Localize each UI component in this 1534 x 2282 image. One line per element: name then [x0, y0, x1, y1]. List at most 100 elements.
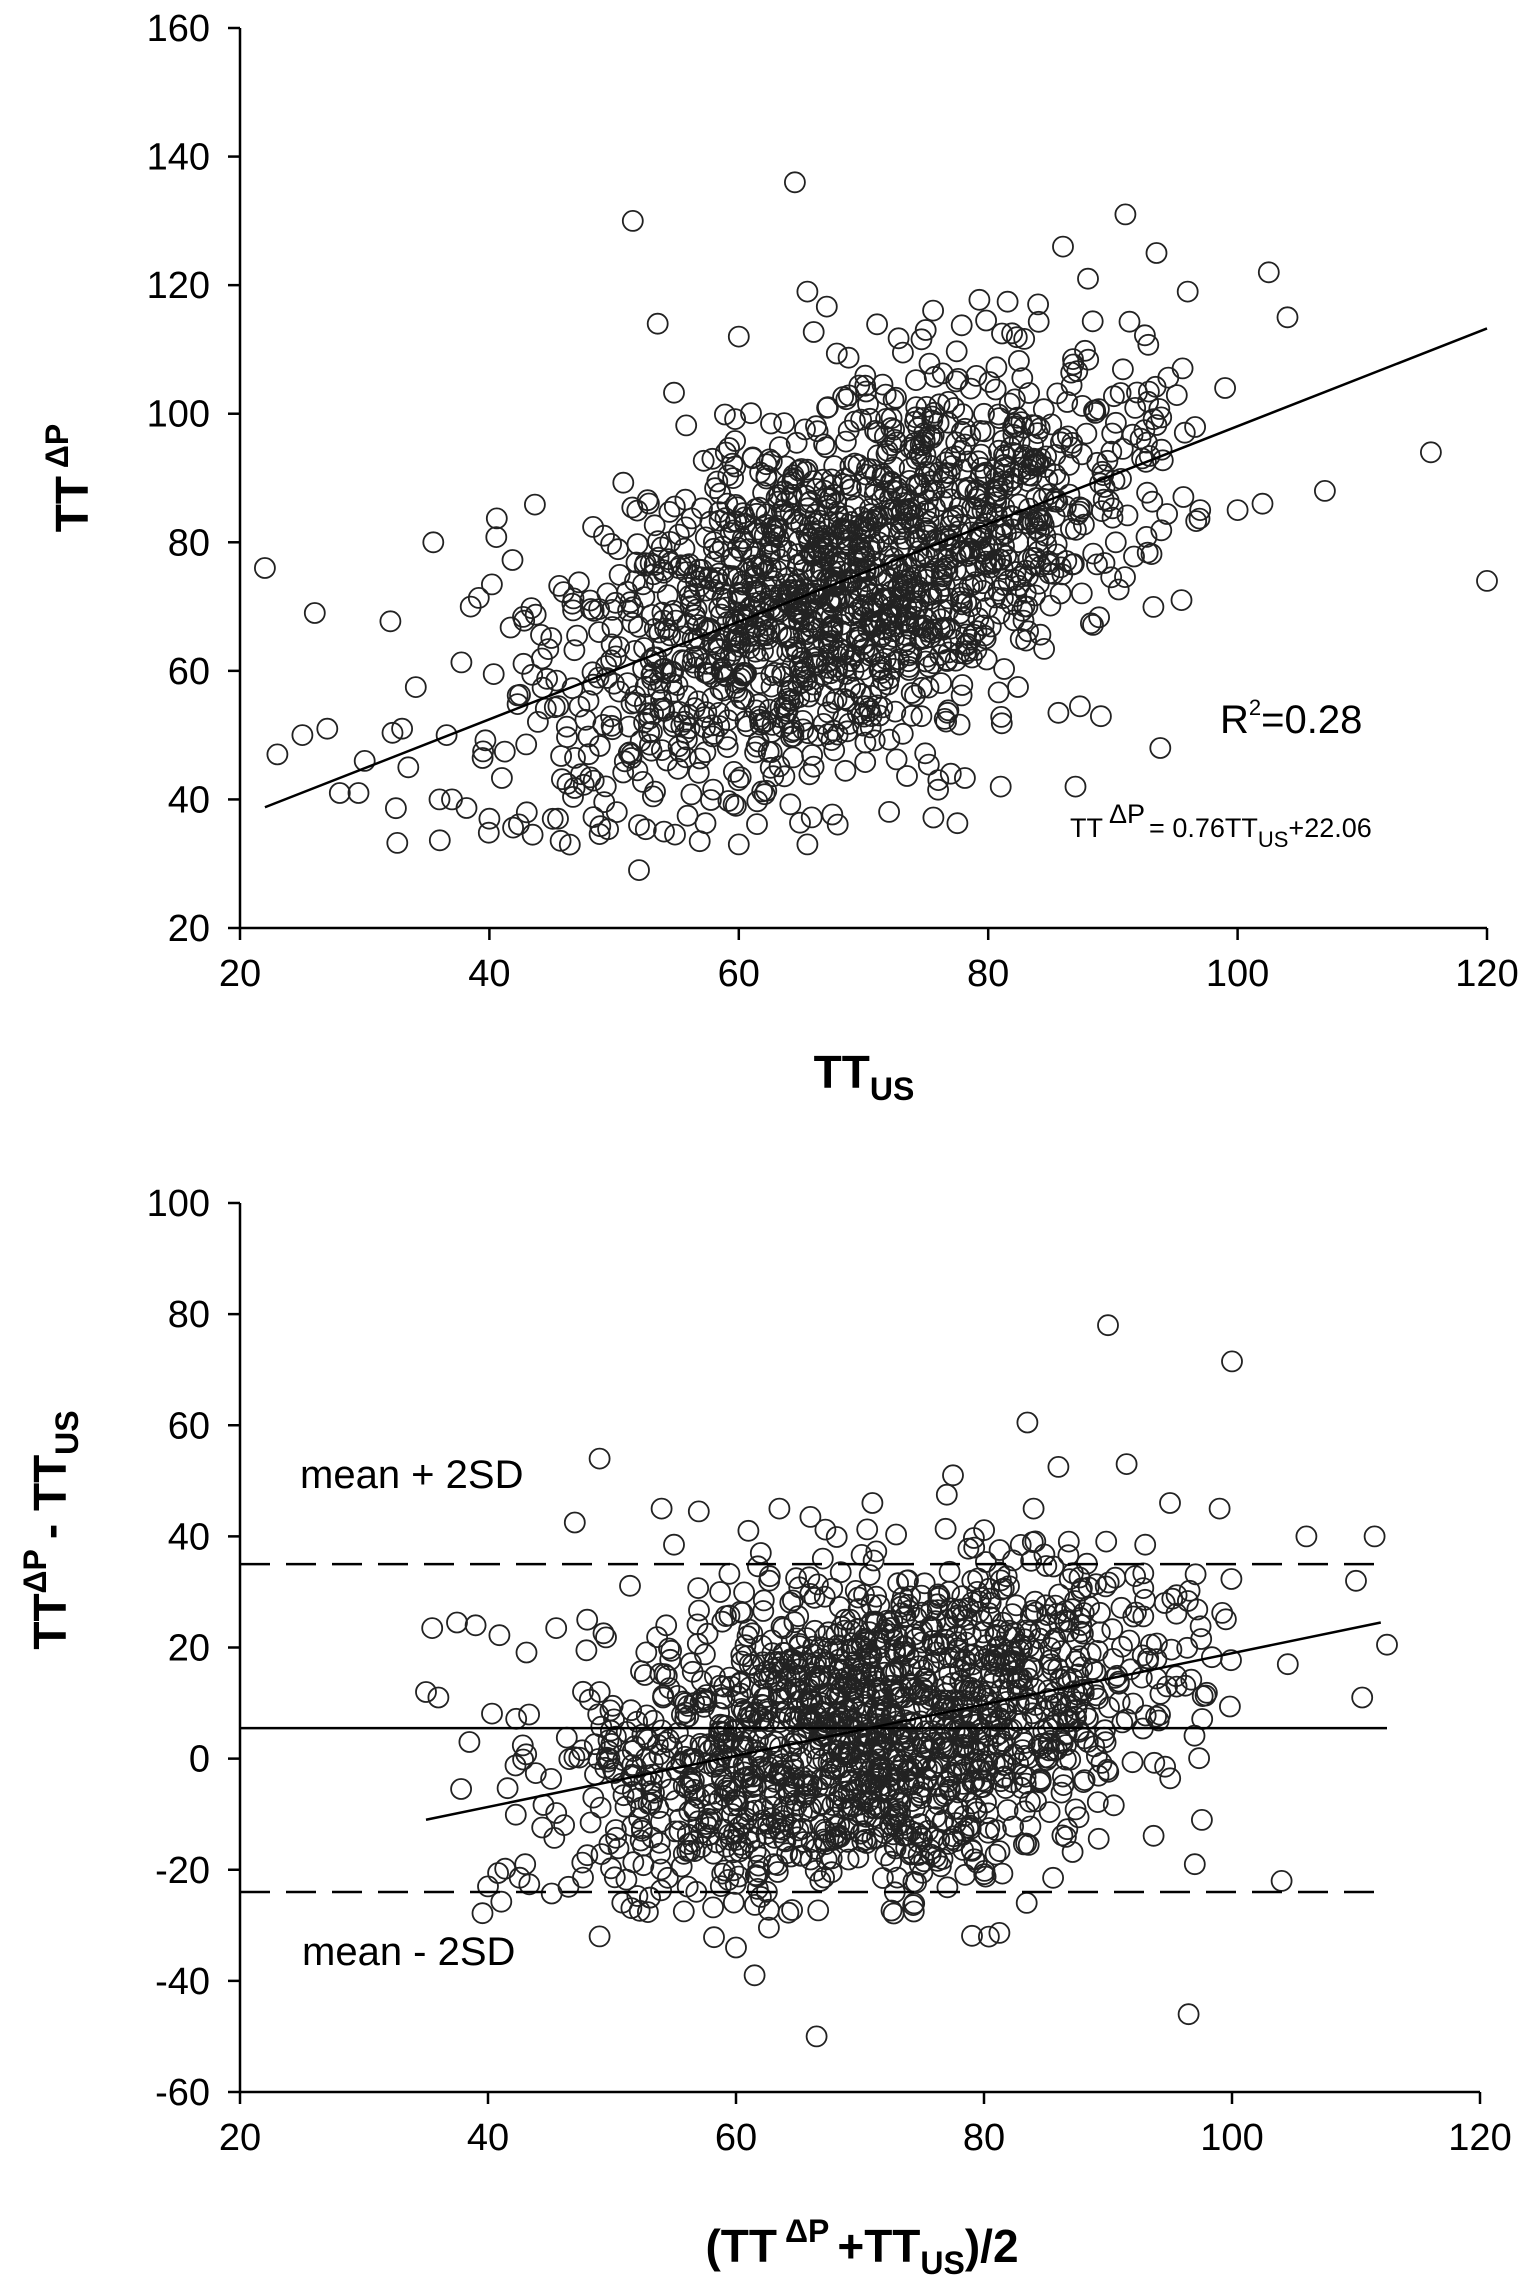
top-data-point	[632, 573, 654, 596]
top-data-point	[880, 502, 903, 524]
bottom-data-point	[701, 1808, 723, 1831]
top-data-point	[945, 340, 968, 363]
top-data-point	[905, 369, 927, 392]
top-data-point	[946, 812, 969, 835]
top-y-tick-label: 160	[147, 8, 210, 50]
bottom-data-point	[1184, 1563, 1207, 1586]
bottom-data-point	[872, 1816, 894, 1838]
top-data-point	[965, 555, 987, 578]
top-data-point	[833, 688, 856, 710]
bottom-data-point	[880, 1850, 903, 1873]
top-data-point	[789, 811, 811, 834]
bottom-data-point	[471, 1902, 494, 1925]
top-data-point	[641, 720, 663, 743]
bottom-data-point	[752, 1600, 775, 1622]
bottom-data-point	[988, 1539, 1011, 1561]
bottom-data-point	[759, 1817, 781, 1839]
bottom-data-point	[646, 1626, 668, 1648]
bottom-data-point	[531, 1816, 554, 1839]
bottom-data-point	[992, 1754, 1015, 1776]
top-data-point	[717, 464, 740, 487]
bottom-data-point	[953, 1680, 976, 1702]
bottom-data-point	[963, 1527, 985, 1549]
bottom-data-point	[579, 1811, 602, 1834]
top-data-point	[291, 724, 314, 746]
top-data-point	[973, 543, 995, 565]
bottom-data-point	[725, 1829, 748, 1851]
top-data-point	[1048, 468, 1070, 491]
top-data-point	[905, 598, 928, 621]
bottom-data-point	[950, 1598, 972, 1621]
top-data-point	[768, 755, 791, 778]
top-data-point	[910, 705, 933, 728]
bottom-data-point	[791, 1817, 814, 1840]
top-data-point	[904, 684, 926, 707]
bottom-data-point	[813, 1866, 835, 1889]
bottom-data-point	[732, 1767, 755, 1790]
bottom-data-point	[687, 1577, 710, 1599]
bottom-data-point	[1086, 1745, 1108, 1767]
top-data-point	[1148, 398, 1171, 420]
bottom-data-point	[904, 1623, 926, 1646]
bottom-data-point	[749, 1745, 772, 1768]
top-data-point	[1184, 416, 1206, 438]
top-data-point	[524, 603, 547, 626]
bottom-data-point	[886, 1800, 909, 1822]
top-data-point	[570, 763, 592, 786]
top-data-point	[435, 724, 458, 746]
top-data-point	[676, 576, 699, 599]
bottom-data-point	[988, 1922, 1011, 1944]
top-data-point	[515, 801, 538, 824]
top-data-point	[914, 319, 937, 341]
bottom-data-point	[1065, 1650, 1087, 1673]
bottom-data-point	[1188, 1747, 1210, 1770]
bottom-data-point	[902, 1900, 925, 1923]
top-data-point	[948, 713, 971, 736]
top-data-point	[550, 745, 572, 767]
top-data-point	[581, 661, 604, 684]
top-data-point	[755, 624, 778, 647]
top-data-point	[779, 793, 802, 816]
bottom-data-point	[703, 1735, 726, 1758]
bottom-data-point	[1191, 1809, 1213, 1831]
bottom-data-point	[1002, 1815, 1024, 1838]
top-data-point	[520, 597, 543, 619]
bottom-x-tick-label: 80	[963, 2117, 1005, 2159]
top-data-point	[858, 697, 880, 719]
top-axis-ticks: 20 40 60 80 100 120 20 40 60 80 100 120 140 160	[147, 8, 1519, 995]
top-data-point	[792, 550, 815, 573]
top-data-point	[703, 531, 725, 553]
bottom-data-point	[780, 1751, 803, 1774]
top-x-tick-label: 80	[967, 953, 1009, 995]
bottom-data-point	[938, 1833, 960, 1855]
bottom-data-point	[518, 1873, 541, 1896]
bottom-data-point	[723, 1788, 746, 1811]
bottom-data-point	[555, 1726, 578, 1749]
bottom-data-point	[826, 1701, 849, 1724]
bottom-data-point	[811, 1547, 834, 1570]
top-data-point	[972, 614, 995, 637]
top-data-point	[895, 498, 917, 521]
top-data-point	[852, 600, 875, 622]
top-data-point	[600, 533, 622, 555]
bottom-data-point	[807, 1899, 830, 1922]
top-data-point	[1214, 377, 1236, 399]
top-data-point	[646, 312, 669, 335]
top-data-point	[600, 705, 622, 728]
top-data-point	[1012, 416, 1035, 439]
bottom-data-point	[1095, 1530, 1118, 1553]
bottom-data-point	[1108, 1670, 1130, 1693]
top-data-point	[854, 731, 877, 754]
top-data-point	[1077, 267, 1099, 290]
bottom-y-tick-label: 100	[147, 1183, 210, 1225]
bottom-data-point	[809, 1793, 832, 1816]
bottom-data-point	[657, 1866, 679, 1889]
bottom-data-point	[825, 1790, 848, 1813]
top-data-point	[1176, 280, 1199, 303]
top-data-point	[708, 715, 731, 737]
top-data-point	[781, 638, 803, 661]
top-data-point	[428, 829, 451, 852]
top-data-point	[1081, 310, 1104, 333]
top-data-point	[978, 371, 1001, 393]
top-data-point	[563, 777, 586, 799]
